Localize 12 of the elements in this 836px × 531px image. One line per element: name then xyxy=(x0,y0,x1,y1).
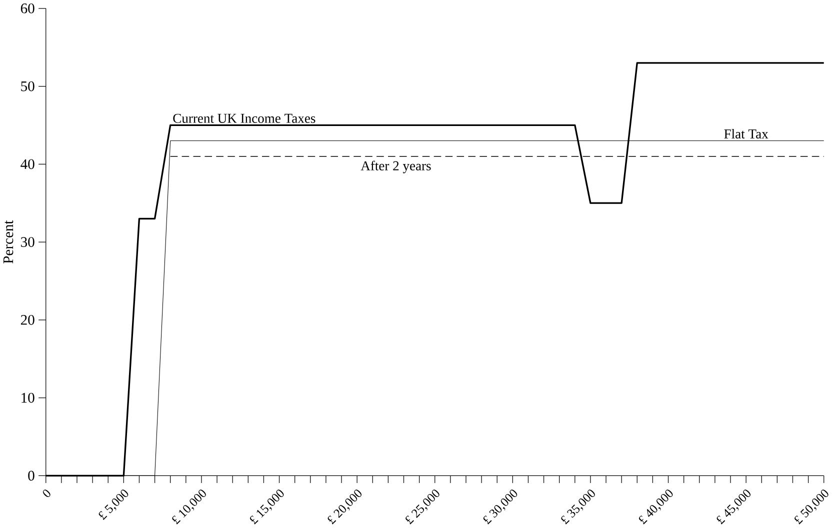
y-tick-label: 10 xyxy=(22,392,34,403)
y-tick-label: 60 xyxy=(20,3,34,14)
y-tick-label: 40 xyxy=(20,159,34,169)
y-axis-title: Percent xyxy=(3,220,14,264)
x-tick-label: 0 xyxy=(42,490,50,497)
y-tick-label: 0 xyxy=(28,470,34,480)
series-label: Flat Tax xyxy=(724,128,768,138)
series-label: After 2 years xyxy=(360,160,431,174)
y-tick-label: 30 xyxy=(21,236,34,247)
series-label: Current UK Income Taxes xyxy=(173,114,316,123)
y-tick-label: 20 xyxy=(20,314,34,325)
y-tick-label: 50 xyxy=(21,81,34,92)
